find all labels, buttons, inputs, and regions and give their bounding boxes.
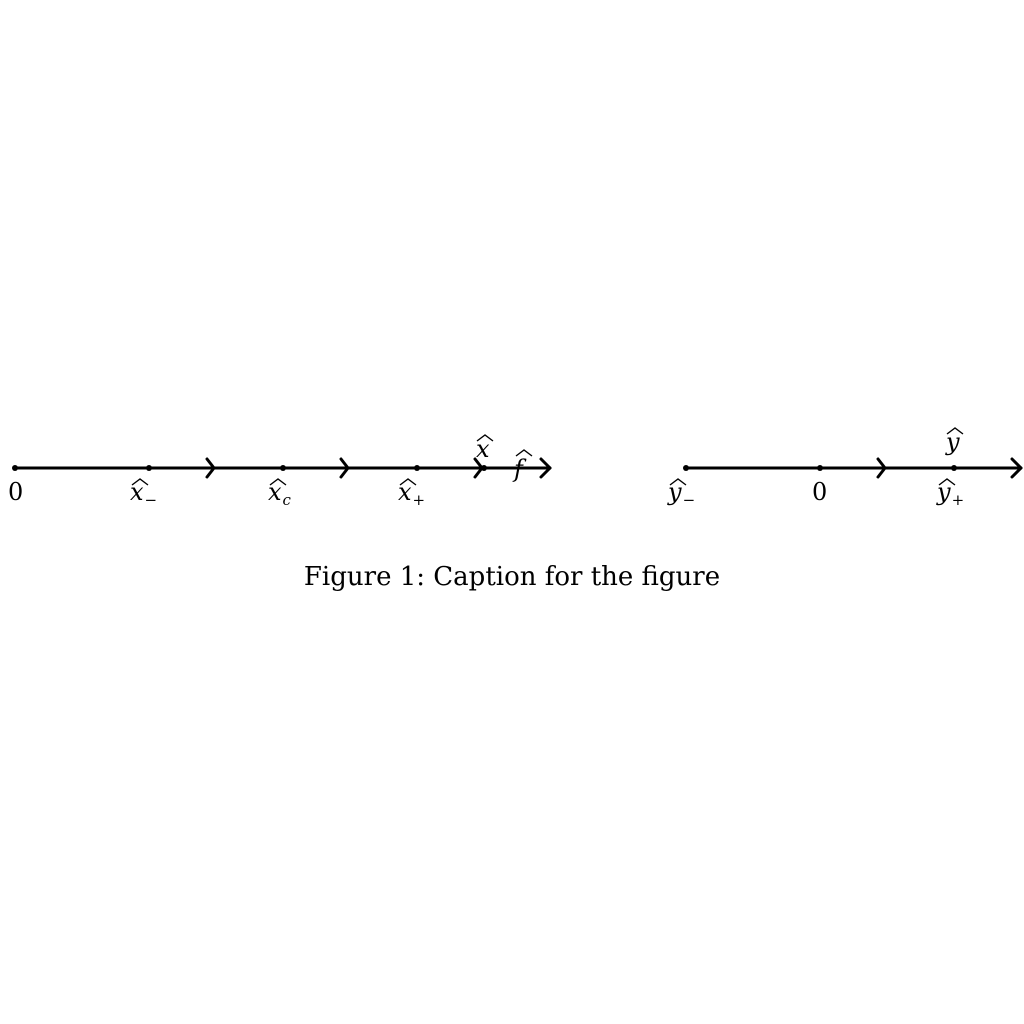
x-plus-base: x: [398, 478, 412, 506]
x-plus-sub: +: [413, 491, 426, 509]
svg-text:y+: y+: [936, 478, 964, 509]
svg-text:y−: y−: [667, 478, 695, 509]
hat-accent: [269, 478, 287, 486]
svg-text:x+: x+: [398, 478, 425, 509]
y-hat-dot: [951, 465, 957, 471]
hat-accent: [131, 478, 149, 486]
svg-text:x−: x−: [130, 478, 157, 509]
y-plus-label: y+: [936, 478, 964, 509]
x-c-base: x: [268, 478, 282, 506]
y-direction-arrow-1: [876, 457, 887, 479]
x-origin-dot: [12, 465, 18, 471]
svg-text:xc: xc: [268, 478, 292, 509]
y-minus-dot: [683, 465, 689, 471]
y-minus-sub: −: [683, 491, 696, 509]
hat-accent: [938, 478, 956, 486]
x-c-dot: [280, 465, 286, 471]
x-c-label: xc: [268, 478, 292, 509]
x-plus-label: x+: [398, 478, 425, 509]
x-minus-sub: −: [145, 491, 158, 509]
x-hat-label: x: [476, 434, 494, 463]
y-number-line: y− 0 y y+: [667, 427, 1023, 509]
y-minus-base: y: [667, 478, 682, 506]
y-hat-label: y: [945, 427, 964, 456]
y-plus-sub: +: [952, 491, 965, 509]
x-number-line: 0 x− xc x+ x f: [8, 434, 552, 509]
hat-accent: [946, 427, 964, 435]
y-minus-label: y−: [667, 478, 695, 509]
hat-accent: [399, 478, 417, 486]
y-hat-base: y: [945, 428, 960, 456]
figure-caption: Figure 1: Caption for the figure: [303, 562, 721, 592]
x-origin-label: 0: [8, 478, 23, 506]
hat-accent: [476, 434, 494, 442]
hat-accent: [515, 449, 533, 457]
y-axis-arrowhead: [1010, 457, 1023, 479]
x-minus-base: x: [130, 478, 144, 506]
x-minus-dot: [146, 465, 152, 471]
x-plus-dot: [414, 465, 420, 471]
hat-accent: [669, 478, 687, 486]
y-plus-base: y: [936, 478, 951, 506]
x-hat-base: x: [476, 435, 490, 463]
x-hat-dot: [481, 465, 487, 471]
x-minus-label: x−: [130, 478, 157, 509]
y-origin-label: 0: [812, 478, 827, 506]
x-c-sub: c: [283, 491, 292, 509]
x-direction-arrow-2: [339, 457, 350, 479]
x-direction-arrow-1: [205, 457, 216, 479]
y-origin-dot: [817, 465, 823, 471]
x-axis-arrowhead: [539, 457, 552, 479]
